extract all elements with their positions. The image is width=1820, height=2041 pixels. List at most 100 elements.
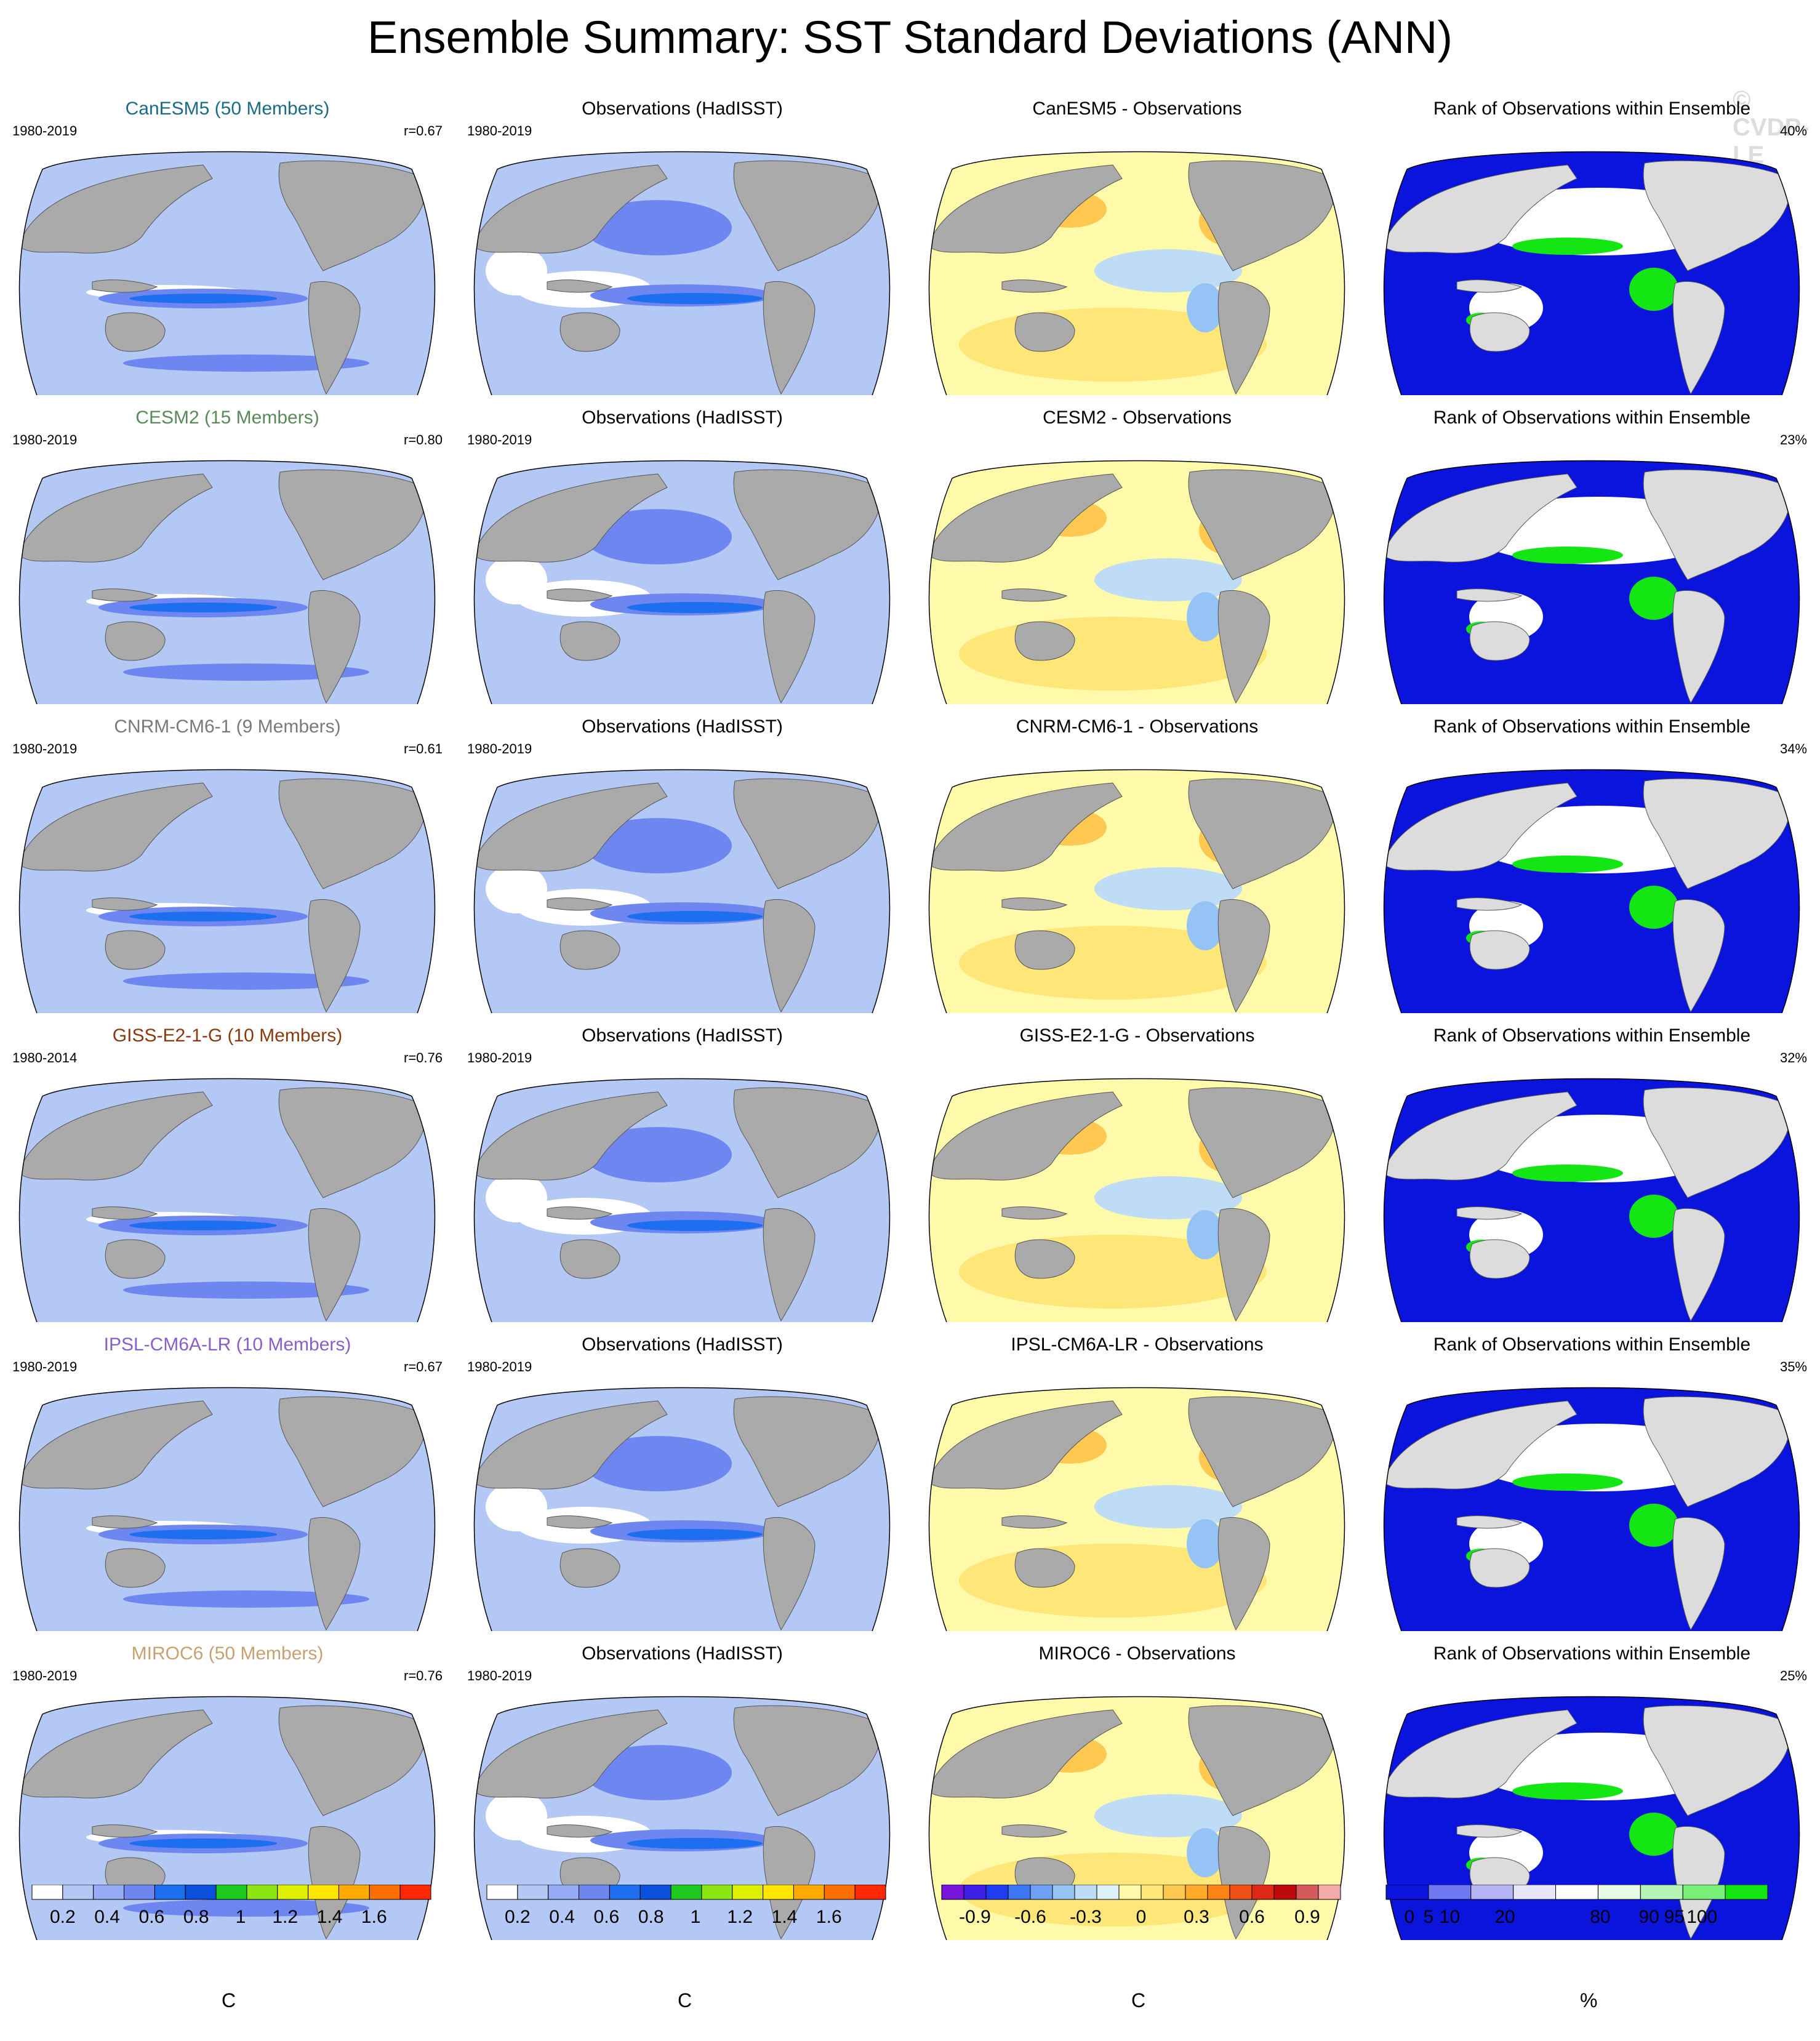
map-border — [1383, 769, 1800, 1013]
map-panel-obs: Observations (HadISST) 1980-2019 — [455, 704, 910, 1013]
colorbar-swatch — [486, 1885, 518, 1900]
colorbar-tick-label: 1.2 — [727, 1907, 753, 1927]
landmass — [1188, 1396, 1336, 1507]
anomaly-region — [1187, 1210, 1224, 1259]
landmass — [19, 782, 213, 872]
colorbar-tick-label: 0.8 — [638, 1907, 664, 1927]
colorbar-swatch — [824, 1885, 856, 1900]
globe-map — [928, 151, 1345, 395]
landmass — [1456, 279, 1523, 293]
map-border — [18, 769, 436, 1013]
landmass — [929, 1400, 1123, 1490]
rank-percent: 40% — [1779, 123, 1807, 138]
globe-map — [1383, 1387, 1800, 1631]
panel-title: CanESM5 - Observations — [1032, 98, 1242, 119]
landmass — [105, 312, 166, 352]
landmass — [559, 312, 620, 352]
anomaly-region — [1629, 1813, 1678, 1856]
landmass — [278, 778, 427, 889]
landmass — [1217, 1826, 1270, 1940]
landmass — [1456, 1824, 1523, 1838]
landmass — [1384, 164, 1577, 254]
anomaly-region — [123, 1590, 369, 1608]
year-range: 1980-2019 — [12, 741, 78, 756]
colorbar-diff: -0.9 -0.6 -0.3 0 0.3 0.6 0.9 C — [910, 1885, 1365, 2041]
anomaly-region — [1187, 592, 1224, 641]
pattern-correlation: r=0.80 — [404, 432, 443, 447]
anomaly-region — [123, 664, 369, 681]
landmass — [1643, 778, 1791, 889]
panel-title: IPSL-CM6A-LR (10 Members) — [103, 1334, 351, 1355]
landmass — [733, 469, 881, 580]
anomaly-region — [584, 818, 732, 873]
anomaly-region — [1094, 867, 1242, 910]
map-field — [929, 1387, 1345, 1631]
panel-title: MIROC6 (50 Members) — [131, 1643, 324, 1664]
map-border — [1383, 460, 1800, 704]
map-field — [1384, 1696, 1800, 1940]
colorbar-swatch — [1052, 1885, 1075, 1900]
colorbar-swatch — [1229, 1885, 1253, 1900]
anomaly-region — [1629, 886, 1678, 929]
landmass — [1014, 312, 1075, 352]
colorbar-swatch — [639, 1885, 671, 1900]
pattern-correlation: r=0.67 — [404, 123, 443, 138]
panel-title: Rank of Observations within Ensemble — [1433, 1025, 1751, 1046]
map-border — [928, 1696, 1345, 1940]
landmass — [929, 1709, 1123, 1798]
globe-map — [473, 1387, 891, 1631]
colorbar-sd-obs-svg: 0.2 0.4 0.6 0.8 1 1.2 1.4 1.6 — [486, 1885, 886, 1927]
landmass — [1672, 1826, 1725, 1940]
landmass — [1188, 1705, 1336, 1816]
map-panel-rank: Rank of Observations within Ensemble 25% — [1365, 1631, 1819, 1940]
colorbar-swatch — [1096, 1885, 1120, 1900]
colorbar-tick-label: 0.9 — [1294, 1907, 1320, 1927]
landmass — [547, 897, 613, 911]
colorbar-tick-label: 0.2 — [505, 1907, 531, 1927]
colorbar-swatch — [609, 1885, 641, 1900]
landmass — [733, 1087, 881, 1198]
colorbar-swatch — [31, 1885, 63, 1900]
colorbar-swatch — [517, 1885, 549, 1900]
landmass — [1001, 897, 1068, 911]
map-panel-diff: IPSL-CM6A-LR - Observations — [910, 1322, 1365, 1631]
landmass — [1217, 281, 1270, 395]
landmass — [1469, 1548, 1530, 1588]
map-border — [928, 1078, 1345, 1322]
globe-map — [928, 460, 1345, 704]
anomaly-region — [1094, 249, 1242, 292]
map-panel-model: CanESM5 (50 Members) 1980-2019 r=0.67 — [0, 86, 455, 395]
map-field — [1384, 460, 1800, 704]
landmass — [1217, 899, 1270, 1013]
panel-title: CESM2 - Observations — [1043, 407, 1232, 428]
landmass — [763, 590, 816, 704]
anomaly-region — [129, 1530, 277, 1539]
landmass — [547, 279, 613, 293]
colorbar-tick-label: 90 — [1638, 1907, 1659, 1927]
colorbar-tick-label: 1.6 — [816, 1907, 842, 1927]
colorbar-tick-label: 0.6 — [594, 1907, 620, 1927]
panel-title: GISS-E2-1-G (10 Members) — [112, 1025, 343, 1046]
map-field — [474, 460, 890, 704]
panel-title: Observations (HadISST) — [582, 1643, 783, 1664]
colorbar-tick-label: 1.4 — [317, 1907, 343, 1927]
map-border — [18, 151, 436, 395]
colorbar-swatch — [1008, 1885, 1031, 1900]
anomaly-region — [584, 1127, 732, 1182]
landmass — [1014, 621, 1075, 661]
anomaly-region — [1094, 1485, 1242, 1528]
globe-map — [928, 769, 1345, 1013]
globe-map — [473, 460, 891, 704]
watermark: © CVDP-LE — [1733, 86, 1810, 169]
year-range: 1980-2019 — [12, 432, 78, 447]
year-range: 1980-2019 — [467, 1050, 532, 1065]
globe-map — [18, 769, 436, 1013]
colorbar-tick-label: 80 — [1590, 1907, 1610, 1927]
map-border — [473, 460, 891, 704]
colorbar-swatch — [941, 1885, 964, 1900]
map-panel-model: CNRM-CM6-1 (9 Members) 1980-2019 r=0.61 — [0, 704, 455, 1013]
pattern-correlation: r=0.76 — [404, 1050, 443, 1065]
landmass — [19, 473, 213, 563]
anomaly-region — [1512, 856, 1623, 873]
colorbar-swatch — [670, 1885, 702, 1900]
